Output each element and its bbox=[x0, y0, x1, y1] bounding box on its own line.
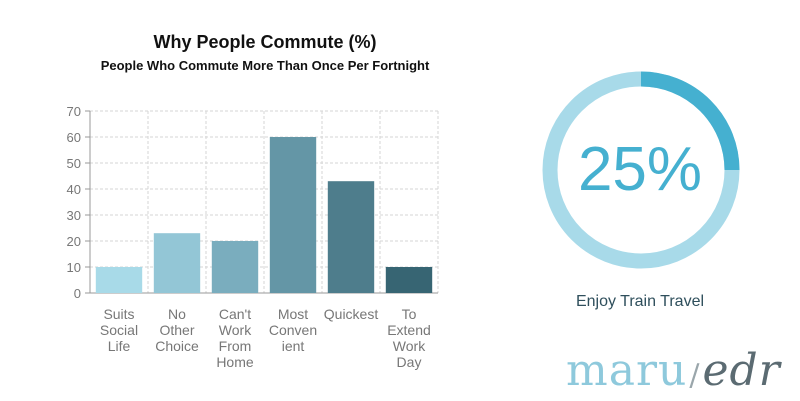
logo-word-edr: edr bbox=[702, 345, 781, 396]
bar-5 bbox=[385, 267, 433, 293]
x-category-label: To Extend Work Day bbox=[387, 306, 431, 370]
y-tick-label: 70 bbox=[67, 104, 81, 119]
logo-slash: / bbox=[689, 358, 701, 393]
x-category-label-line: Most bbox=[278, 306, 308, 322]
x-category-label: Can't Work From Home bbox=[216, 306, 254, 370]
bar-3 bbox=[269, 137, 317, 293]
y-tick-label: 0 bbox=[74, 286, 81, 301]
y-tick-label: 20 bbox=[67, 234, 81, 249]
x-category-label-line: To bbox=[402, 306, 417, 322]
y-tick-label: 50 bbox=[67, 156, 81, 171]
bar-2 bbox=[211, 241, 259, 293]
bar-grid bbox=[90, 110, 439, 293]
x-category-label: Quickest bbox=[324, 306, 379, 322]
chart-subtitle: People Who Commute More Than Once Per Fo… bbox=[100, 58, 430, 73]
x-category-label-line: Extend bbox=[387, 322, 431, 338]
bar-4 bbox=[327, 181, 375, 293]
y-tick-label: 10 bbox=[67, 260, 81, 275]
bar-labels: 0 10 20 30 40 50 60 70 Suits Social Life No Other Cho… bbox=[67, 104, 431, 370]
x-category-label-line: Suits bbox=[103, 306, 134, 322]
donut-filled-arc bbox=[640, 71, 740, 171]
y-tick-label: 30 bbox=[67, 208, 81, 223]
bar-marks bbox=[95, 137, 433, 293]
x-category-label-line: Social bbox=[100, 322, 138, 338]
chart-title: Why People Commute (%) bbox=[153, 32, 377, 52]
x-category-label-line: Day bbox=[397, 354, 422, 370]
x-category-label-line: Life bbox=[108, 338, 131, 354]
bar-axes bbox=[85, 110, 438, 294]
x-category-label: No Other Choice bbox=[155, 306, 199, 354]
x-category-label-line: From bbox=[219, 338, 252, 354]
x-category-label: Most Conven ient bbox=[269, 306, 317, 354]
bar-1 bbox=[153, 233, 201, 293]
x-category-label-line: Conven bbox=[269, 322, 317, 338]
bar-0 bbox=[95, 267, 143, 293]
x-category-label-line: Work bbox=[219, 322, 252, 338]
x-category-label-line: Can't bbox=[219, 306, 251, 322]
x-category-label: Suits Social Life bbox=[100, 306, 138, 354]
y-tick-label: 40 bbox=[67, 182, 81, 197]
x-category-label-line: ient bbox=[282, 338, 305, 354]
donut-chart bbox=[542, 71, 740, 269]
maru-edr-logo: maru/edr bbox=[566, 346, 781, 401]
x-category-label-line: No bbox=[168, 306, 186, 322]
x-category-label-line: Home bbox=[216, 354, 254, 370]
x-category-label-line: Quickest bbox=[324, 306, 379, 322]
donut-value-label: 25% bbox=[577, 135, 703, 204]
x-category-label-line: Work bbox=[393, 338, 426, 354]
x-category-label-line: Choice bbox=[155, 338, 199, 354]
donut-caption: Enjoy Train Travel bbox=[575, 293, 705, 310]
x-category-label-line: Other bbox=[159, 322, 194, 338]
y-tick-label: 60 bbox=[67, 130, 81, 145]
logo-word-maru: maru bbox=[566, 345, 688, 396]
